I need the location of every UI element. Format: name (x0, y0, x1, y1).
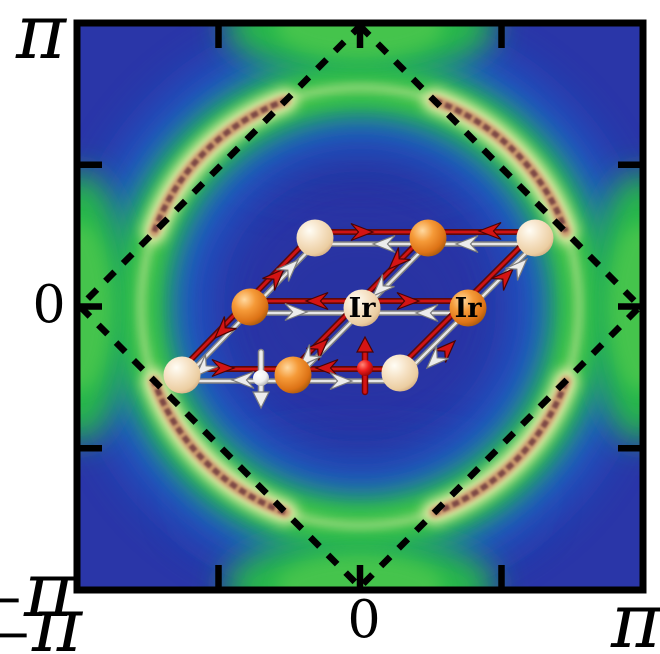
pi-symbol: π (611, 575, 660, 654)
hopping-arrow-white (414, 303, 439, 323)
pi-symbol: π (31, 579, 82, 654)
hopping-arrow-white (425, 346, 449, 370)
heatmap-layers (77, 23, 643, 590)
heatmap-hot-arc-core (151, 380, 287, 515)
ir-atom-label: Ir (455, 293, 483, 324)
hopping-arrow-red (350, 222, 375, 242)
ir-atom-sphere (343, 289, 381, 327)
x-axis-tick-label: 0 (347, 595, 380, 647)
axes-frame (73, 19, 647, 594)
y-axis-tick-label: π (16, 0, 66, 69)
hopping-arrow-white (329, 371, 354, 391)
hopping-arrow-red (304, 291, 329, 311)
hopping-arrow-red (387, 247, 411, 271)
heatmap-hot-arc-core (151, 98, 287, 233)
ir-atom-sphere (274, 356, 312, 394)
zero-symbol: 0 (32, 275, 66, 336)
minus-sign: − (0, 604, 32, 654)
hopping-arrow-white (454, 234, 479, 254)
plot-frame (73, 19, 647, 594)
ir-atom-label: Ir (349, 293, 377, 324)
hopping-arrow-white (194, 354, 218, 378)
spin-site-sphere (253, 370, 269, 386)
hopping-arrow-red (262, 267, 286, 291)
pi-symbol: π (23, 544, 74, 634)
y-axis-tick-label: −π (0, 551, 74, 627)
hopping-arrow-white (371, 274, 395, 298)
hopping-arrow-red (491, 267, 515, 291)
minus-sign: − (0, 569, 24, 628)
hopping-arrow-red (433, 339, 457, 363)
ir-atom-sphere (163, 356, 201, 394)
ir-atom-sphere (231, 288, 269, 326)
ir-atom-sphere (381, 354, 419, 392)
hopping-arrow-white (284, 302, 309, 322)
x-axis-tick-label: −π (0, 586, 82, 654)
hopping-arrow-red (211, 358, 236, 378)
hopping-arrow-white (371, 234, 396, 254)
spin-down-arrow (252, 391, 270, 410)
ir-atom-sphere (516, 219, 554, 257)
spin-site-sphere (357, 360, 373, 376)
hopping-arrow-white (505, 257, 529, 281)
hopping-arrow-white (298, 344, 322, 368)
heatmap-hot-arc-core (433, 380, 569, 515)
hopping-arrow-red (213, 316, 237, 340)
y-axis-tick-label: 0 (32, 280, 65, 332)
ir-atom-sphere (449, 289, 487, 327)
ir-atom-sphere (409, 219, 447, 257)
spin-up-arrow (356, 335, 374, 353)
ir-lattice-inset: Ir Ir (163, 219, 554, 410)
hopping-arrow-red (477, 221, 502, 241)
pi-symbol: π (16, 0, 66, 76)
hopping-arrow-red (396, 291, 421, 311)
hopping-arrow-red (306, 337, 330, 361)
hopping-arrow-white (276, 258, 300, 282)
x-axis-tick-label: π (611, 582, 660, 654)
ir-atom-sphere (296, 219, 334, 257)
heatmap-hot-arc-core (433, 98, 569, 233)
heatmap-yellow-ring (136, 83, 584, 530)
zero-symbol: 0 (347, 590, 381, 651)
hopping-arrow-white (230, 370, 255, 390)
